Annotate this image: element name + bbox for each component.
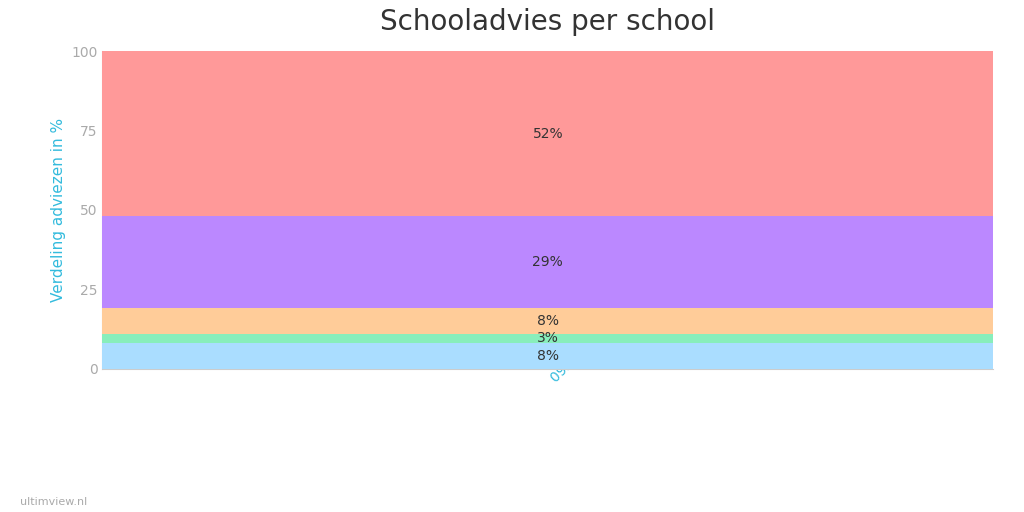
Bar [102, 308, 993, 334]
Bar [102, 216, 993, 308]
Legend: vwo, havo / vwo, havo, vmbo tl / havo, vmbo tl, vmbo kl: vwo, havo / vwo, havo, vmbo tl / havo, v… [304, 509, 792, 512]
Text: 8%: 8% [537, 314, 559, 328]
Title: Schooladvies per school: Schooladvies per school [380, 8, 716, 36]
Text: 3%: 3% [537, 331, 559, 346]
Bar [102, 343, 993, 369]
Text: 29%: 29% [532, 255, 563, 269]
Bar [102, 51, 993, 216]
Y-axis label: Verdeling adviezen in %: Verdeling adviezen in % [50, 118, 66, 302]
Bar [102, 334, 993, 343]
Text: ultimview.nl: ultimview.nl [20, 497, 88, 507]
Text: 8%: 8% [537, 349, 559, 363]
Text: 52%: 52% [532, 127, 563, 141]
